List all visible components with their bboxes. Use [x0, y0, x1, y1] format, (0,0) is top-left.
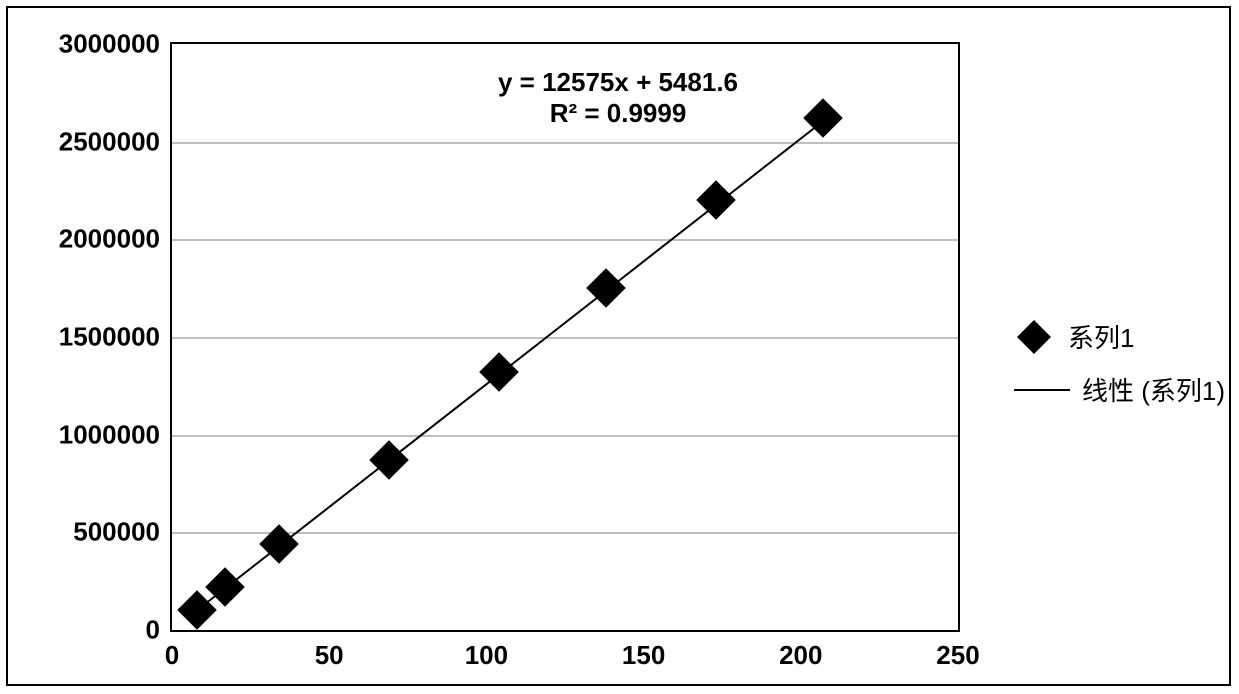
- gridline-h: [172, 532, 958, 534]
- y-tick-label: 2500000: [59, 126, 172, 157]
- legend-item-trendline: 线性 (系列1): [1014, 371, 1225, 408]
- x-tick-label: 100: [465, 630, 508, 671]
- legend-label: 线性 (系列1): [1082, 371, 1225, 408]
- y-tick-label: 1500000: [59, 322, 172, 353]
- x-tick-label: 50: [315, 630, 344, 671]
- gridline-h: [172, 435, 958, 437]
- equation-line2: R² = 0.9999: [498, 98, 738, 129]
- gridline-h: [172, 337, 958, 339]
- x-tick-label: 200: [779, 630, 822, 671]
- gridline-h: [172, 142, 958, 144]
- x-tick-label: 0: [165, 630, 179, 671]
- legend-item-series1: 系列1: [1014, 318, 1225, 355]
- gridline-h: [172, 239, 958, 241]
- legend: 系列1 线性 (系列1): [1014, 318, 1225, 424]
- line-icon: [1014, 389, 1070, 391]
- data-point: [206, 567, 246, 607]
- y-tick-label: 1000000: [59, 419, 172, 450]
- equation-line1: y = 12575x + 5481.6: [498, 67, 738, 98]
- diamond-icon: [1017, 320, 1051, 354]
- y-tick-label: 3000000: [59, 29, 172, 60]
- chart-frame: 0 500000 1000000 1500000 2000000 2500000 30000…: [6, 6, 1231, 686]
- legend-label: 系列1: [1068, 318, 1134, 355]
- plot-area: 0500000100000015000002000000250000030000…: [170, 42, 960, 632]
- y-tick-label: 2000000: [59, 224, 172, 255]
- equation-annotation: y = 12575x + 5481.6R² = 0.9999: [498, 67, 738, 129]
- x-tick-label: 250: [936, 630, 979, 671]
- data-point: [369, 440, 409, 480]
- x-tick-label: 150: [622, 630, 665, 671]
- y-tick-label: 500000: [73, 517, 172, 548]
